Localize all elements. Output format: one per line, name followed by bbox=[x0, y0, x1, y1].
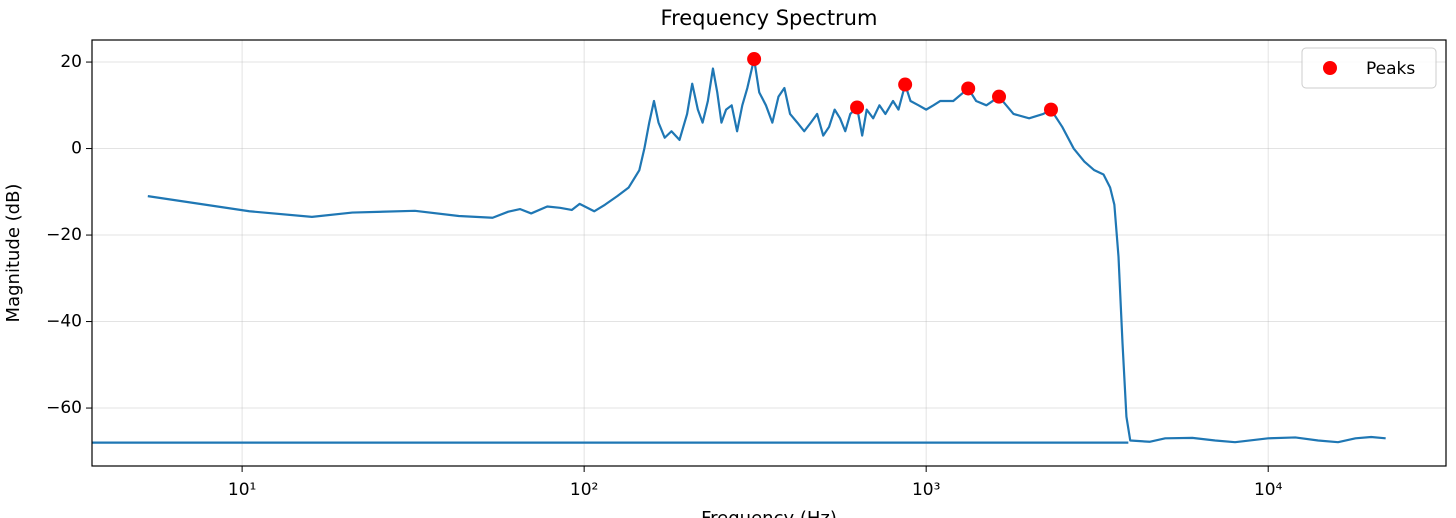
legend-box bbox=[1301, 47, 1437, 89]
y-tick-label: 0 bbox=[71, 139, 82, 159]
peak-marker bbox=[1043, 102, 1058, 117]
y-tick-label: −20 bbox=[46, 225, 82, 245]
x-tick-label: 10³ bbox=[912, 480, 940, 500]
peak-marker bbox=[747, 52, 762, 67]
spectrum-line bbox=[92, 57, 1386, 444]
legend-label: Peaks bbox=[1366, 59, 1415, 79]
y-tick-label: 20 bbox=[60, 52, 82, 72]
y-tick-label: −40 bbox=[46, 312, 82, 332]
legend: Peaks bbox=[1301, 47, 1437, 89]
y-axis-label: Magnitude (dB) bbox=[3, 184, 24, 323]
x-tick-label: 10¹ bbox=[228, 480, 256, 500]
legend-marker bbox=[1323, 61, 1337, 75]
axes-frame bbox=[91, 39, 1447, 467]
x-tick-label: 10⁴ bbox=[1254, 480, 1283, 500]
grid bbox=[92, 40, 1446, 466]
x-axis-label: Frequency (Hz) bbox=[701, 508, 837, 518]
peak-marker bbox=[898, 77, 913, 92]
peak-marker bbox=[992, 89, 1007, 104]
chart-title: Frequency Spectrum bbox=[661, 6, 878, 30]
peak-marker bbox=[961, 81, 976, 96]
x-tick-label: 10² bbox=[570, 480, 598, 500]
peak-marker bbox=[850, 100, 865, 115]
plot-area bbox=[92, 52, 1386, 444]
y-tick-label: −60 bbox=[46, 398, 82, 418]
